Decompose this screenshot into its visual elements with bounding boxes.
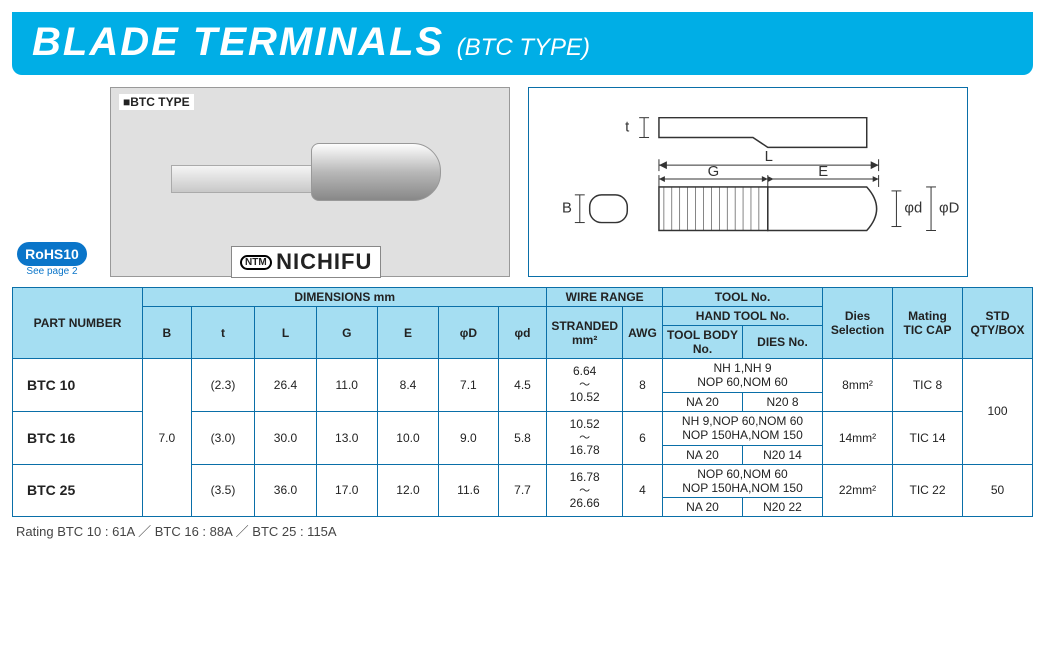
cell-tool-body: NA 20 — [663, 445, 743, 464]
cell-phid: 4.5 — [498, 359, 547, 412]
cell-awg: 6 — [623, 411, 663, 464]
svg-text:E: E — [818, 164, 828, 180]
diagram-svg: t L — [529, 88, 967, 276]
cell-L: 30.0 — [255, 411, 316, 464]
cell-phiD: 11.6 — [439, 464, 499, 517]
cell-E: 12.0 — [377, 464, 438, 517]
th-hand-tool: HAND TOOL No. — [663, 307, 823, 326]
cell-dies-sel: 22mm² — [823, 464, 893, 517]
table-row: BTC 10 7.0 (2.3) 26.4 11.0 8.4 7.1 4.5 6… — [13, 359, 1033, 393]
title-sub: (BTC TYPE) — [457, 34, 590, 61]
th-mating: Mating TIC CAP — [893, 288, 963, 359]
cell-stranded: 10.52〜16.78 — [547, 411, 623, 464]
th-dies-sel: Dies Selection — [823, 288, 893, 359]
th-B: B — [143, 307, 192, 359]
spec-table: PART NUMBER DIMENSIONS mm WIRE RANGE TOO… — [12, 287, 1033, 517]
rohs-column: RoHS10 See page 2 — [12, 242, 92, 277]
cell-stranded: 6.64〜10.52 — [547, 359, 623, 412]
brand-logo: NTM NICHIFU — [231, 246, 381, 278]
cell-tool-top: NOP 60,NOM 60NOP 150HA,NOM 150 — [663, 464, 823, 498]
th-std-qty: STD QTY/BOX — [963, 288, 1033, 359]
product-photo: ■BTC TYPE NTM NICHIFU — [110, 87, 510, 277]
cell-tool-top: NH 9,NOP 60,NOM 60NOP 150HA,NOM 150 — [663, 411, 823, 445]
svg-text:φd: φd — [904, 201, 922, 217]
cell-B: 7.0 — [143, 359, 192, 517]
svg-text:t: t — [625, 120, 630, 136]
cell-L: 26.4 — [255, 359, 316, 412]
cell-pn: BTC 25 — [13, 464, 143, 517]
cell-qty: 100 — [963, 359, 1033, 465]
cell-dies-sel: 14mm² — [823, 411, 893, 464]
title-banner: BLADE TERMINALS (BTC TYPE) — [12, 12, 1033, 75]
cell-t: (2.3) — [191, 359, 255, 412]
th-wire-range: WIRE RANGE — [547, 288, 663, 307]
cell-mating: TIC 8 — [893, 359, 963, 412]
svg-text:G: G — [708, 164, 720, 180]
cell-G: 11.0 — [316, 359, 377, 412]
photo-label: ■BTC TYPE — [119, 94, 194, 110]
cell-E: 10.0 — [377, 411, 438, 464]
title-main: BLADE TERMINALS — [32, 20, 444, 64]
brand-ntm: NTM — [240, 255, 272, 270]
cell-tool-dies: N20 14 — [743, 445, 823, 464]
th-E: E — [377, 307, 438, 359]
th-awg: AWG — [623, 307, 663, 359]
cell-mating: TIC 22 — [893, 464, 963, 517]
svg-text:L: L — [765, 149, 773, 165]
cell-tool-body: NA 20 — [663, 392, 743, 411]
cell-t: (3.5) — [191, 464, 255, 517]
cell-L: 36.0 — [255, 464, 316, 517]
cell-qty: 50 — [963, 464, 1033, 517]
cell-phid: 7.7 — [498, 464, 547, 517]
dimension-diagram: t L — [528, 87, 968, 277]
svg-text:φD: φD — [939, 201, 959, 217]
th-part-number: PART NUMBER — [13, 288, 143, 359]
cell-phiD: 9.0 — [439, 411, 499, 464]
cell-pn: BTC 10 — [13, 359, 143, 412]
cell-pn: BTC 16 — [13, 411, 143, 464]
brand-name: NICHIFU — [276, 249, 372, 274]
cell-tool-body: NA 20 — [663, 498, 743, 517]
cell-tool-dies: N20 22 — [743, 498, 823, 517]
th-phid: φd — [498, 307, 547, 359]
cell-tool-top: NH 1,NH 9NOP 60,NOM 60 — [663, 359, 823, 393]
rohs-sub: See page 2 — [12, 266, 92, 277]
cell-tool-dies: N20 8 — [743, 392, 823, 411]
cell-E: 8.4 — [377, 359, 438, 412]
cell-phid: 5.8 — [498, 411, 547, 464]
photo-diagram-row: RoHS10 See page 2 ■BTC TYPE NTM NICHIFU … — [12, 87, 1033, 277]
cell-mating: TIC 14 — [893, 411, 963, 464]
cell-G: 13.0 — [316, 411, 377, 464]
cell-G: 17.0 — [316, 464, 377, 517]
cell-awg: 4 — [623, 464, 663, 517]
th-G: G — [316, 307, 377, 359]
rating-line: Rating BTC 10 : 61A ／ BTC 16 : 88A ／ BTC… — [16, 521, 1033, 540]
th-dimensions: DIMENSIONS mm — [143, 288, 547, 307]
rohs-badge: RoHS10 — [17, 242, 87, 266]
cell-awg: 8 — [623, 359, 663, 412]
cell-t: (3.0) — [191, 411, 255, 464]
th-phiD: φD — [439, 307, 499, 359]
cell-phiD: 7.1 — [439, 359, 499, 412]
th-tool-no: TOOL No. — [663, 288, 823, 307]
th-t: t — [191, 307, 255, 359]
svg-text:B: B — [562, 201, 572, 217]
th-tool-body: TOOL BODY No. — [663, 326, 743, 359]
th-stranded: STRANDED mm² — [547, 307, 623, 359]
th-dies-no: DIES No. — [743, 326, 823, 359]
cell-dies-sel: 8mm² — [823, 359, 893, 412]
th-L: L — [255, 307, 316, 359]
cell-stranded: 16.78〜26.66 — [547, 464, 623, 517]
